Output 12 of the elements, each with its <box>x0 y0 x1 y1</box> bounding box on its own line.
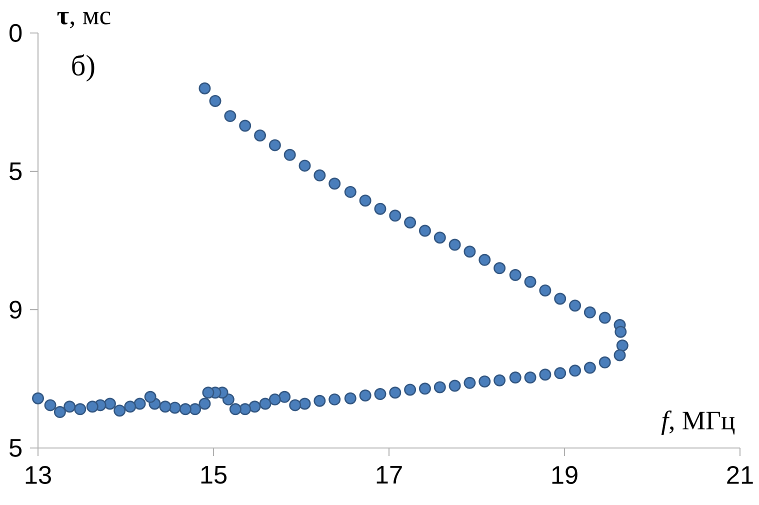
y-axis-title: τ, мс <box>57 12 110 28</box>
x-tick-label: 19 <box>552 466 578 484</box>
text: 5 <box>10 439 22 457</box>
text: б) <box>72 54 94 82</box>
x-tick-label: 15 <box>201 466 227 484</box>
x-tick-label: 13 <box>26 466 51 484</box>
text: 0 <box>10 24 22 42</box>
x-tick-label: 21 <box>727 466 753 484</box>
x-tick-label: 17 <box>376 466 402 484</box>
x-axis-title: f, МГц <box>661 410 735 435</box>
text: 9 <box>10 300 22 319</box>
text: 5 <box>10 162 22 180</box>
